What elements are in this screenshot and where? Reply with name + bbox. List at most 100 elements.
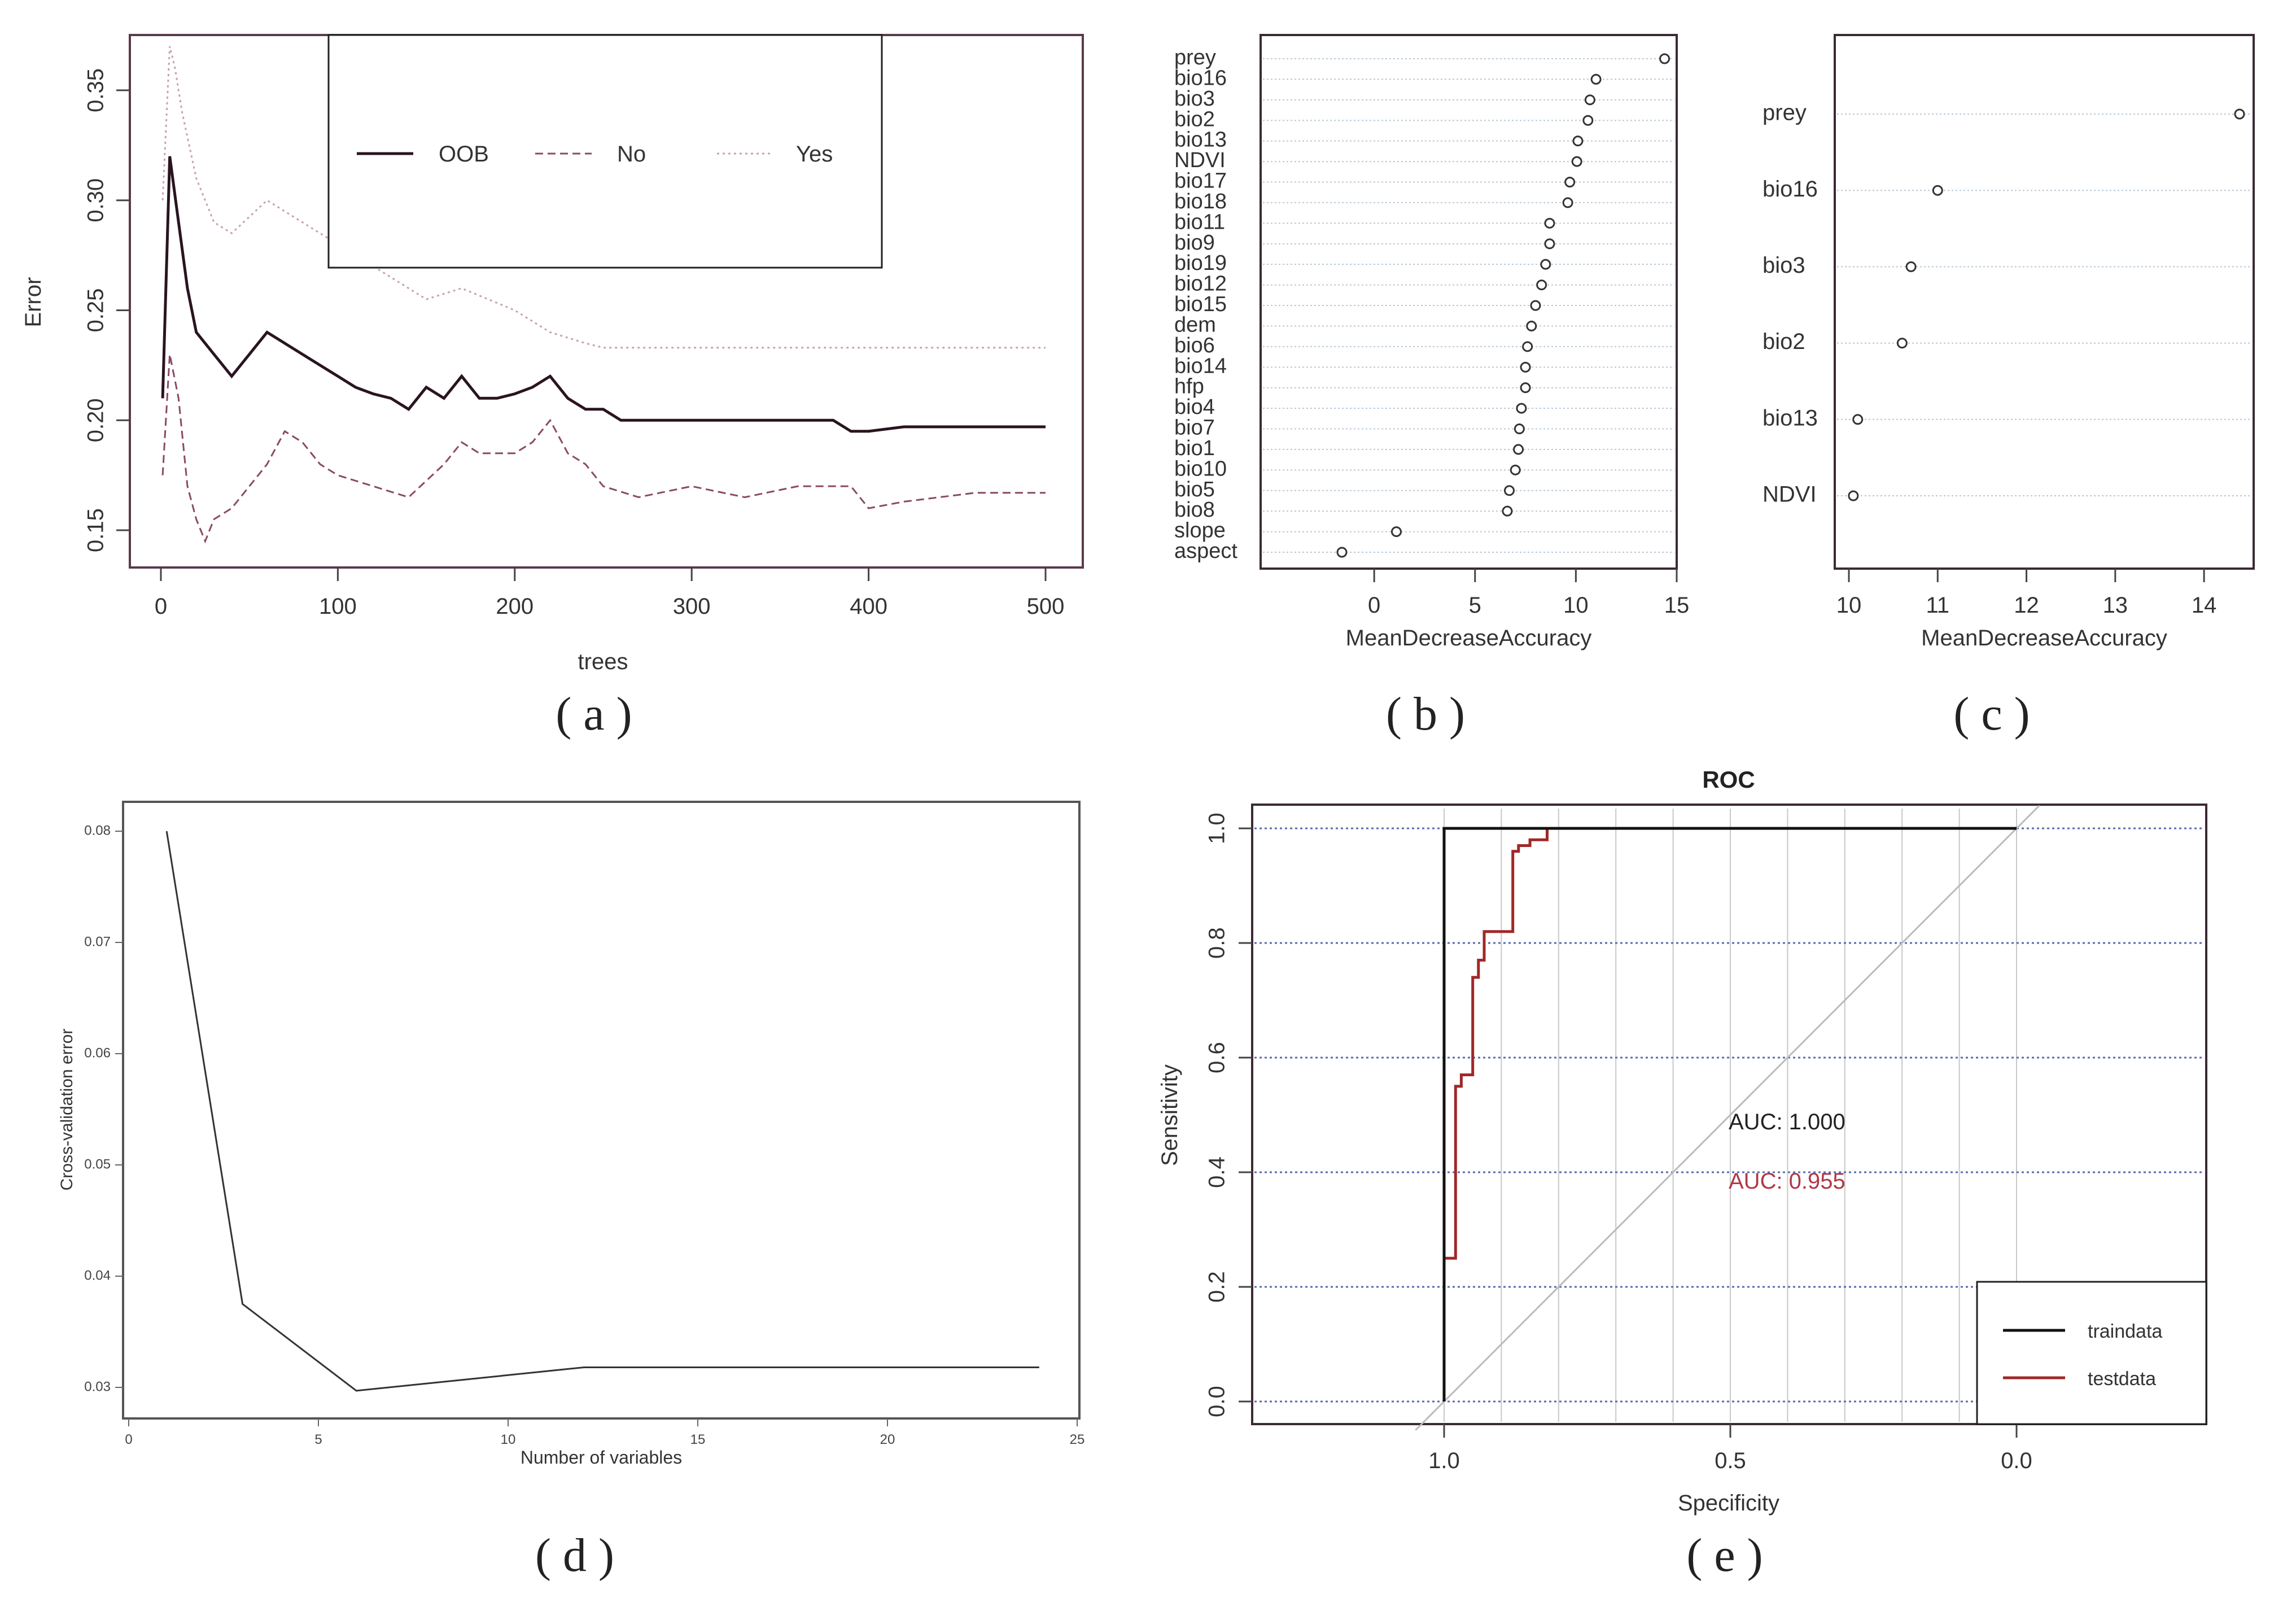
panel-label-a: ( a ) xyxy=(556,688,632,740)
series-line-yes xyxy=(161,46,1046,349)
category-label: dem xyxy=(1174,313,1216,337)
legend-box xyxy=(327,34,883,269)
importance-point xyxy=(1513,444,1524,455)
legend-label-yes: Yes xyxy=(796,142,833,167)
importance-point xyxy=(1522,341,1533,352)
y-tick-label: 1.0 xyxy=(1205,813,1230,844)
importance-point xyxy=(1852,414,1864,425)
y-tick-label: 0.05 xyxy=(84,1156,111,1172)
panel-d-cv-error: 0 5 10 15 20 25 0.03 0.04 0.05 0.06 0.07 0.08 Number… xyxy=(58,801,1085,1468)
panel-label-d: ( d ) xyxy=(535,1529,614,1582)
x-tick-label: 13 xyxy=(2103,593,2128,618)
category-label: prey xyxy=(1174,46,1216,69)
x-axis-label: Number of variables xyxy=(521,1447,682,1468)
category-label: bio11 xyxy=(1174,210,1225,234)
importance-point xyxy=(1390,526,1402,538)
y-tick-label: 0.15 xyxy=(84,508,108,552)
category-label: NDVI xyxy=(1763,482,1817,507)
legend-label-oob: OOB xyxy=(439,142,489,167)
chart-title: ROC xyxy=(1702,766,1755,793)
importance-point xyxy=(1336,547,1348,558)
y-tick-label: 0.06 xyxy=(84,1045,111,1060)
panel-b-importance-all: preybio16bio3bio2bio13NDVIbio17bio18bio1… xyxy=(1174,34,1690,650)
x-tick-label: 14 xyxy=(2192,593,2217,618)
category-label: bio3 xyxy=(1763,253,1805,278)
category-label: bio12 xyxy=(1174,272,1227,296)
y-axis-label: Sensitivity xyxy=(1157,1064,1182,1166)
x-tick-label: 25 xyxy=(1070,1432,1085,1447)
category-label: bio6 xyxy=(1174,334,1215,357)
x-tick-label: 10 xyxy=(501,1432,516,1447)
panel-a-oob-error: 0 100 200 300 400 500 0.15 0.20 0.25 0.30 0.35 tree… xyxy=(21,34,1084,674)
y-tick-label: 0.0 xyxy=(1205,1386,1230,1417)
auc-test-label: AUC: 0.955 xyxy=(1729,1169,1845,1194)
category-label: NDVI xyxy=(1174,149,1226,172)
legend-label-traindata: traindata xyxy=(2088,1321,2162,1342)
category-label: bio9 xyxy=(1174,231,1215,255)
importance-point xyxy=(1571,156,1582,167)
x-tick-label: 5 xyxy=(314,1432,322,1447)
importance-point xyxy=(1536,280,1547,291)
category-label: bio19 xyxy=(1174,251,1227,275)
legend-label-no: No xyxy=(617,142,646,167)
importance-point xyxy=(1520,361,1531,373)
x-tick-label: 0 xyxy=(125,1432,132,1447)
importance-point xyxy=(1572,136,1584,147)
category-label: bio16 xyxy=(1763,177,1818,202)
y-tick-label: 0.04 xyxy=(84,1268,111,1283)
panel-e-roc: 1.0 0.5 0.0 0.0 0.2 0.4 0.6 0.8 1.0 ROC Specificit… xyxy=(1157,766,2207,1516)
importance-point xyxy=(1905,261,1917,272)
cv-error-line xyxy=(165,831,1039,1392)
x-tick-label: 0.5 xyxy=(1715,1448,1746,1473)
category-label: bio16 xyxy=(1174,66,1227,90)
y-tick-label: 0.03 xyxy=(84,1379,111,1394)
plot-frame xyxy=(1251,804,2207,1425)
plot-frame xyxy=(1834,34,2255,570)
y-tick-label: 0.08 xyxy=(84,823,111,838)
y-tick-label: 0.30 xyxy=(84,178,108,222)
x-axis-label: trees xyxy=(578,649,628,674)
importance-point xyxy=(1932,185,1943,196)
importance-point xyxy=(1562,197,1573,208)
x-tick-label: 11 xyxy=(1926,593,1950,618)
category-label: bio5 xyxy=(1174,478,1215,501)
category-label: bio2 xyxy=(1763,329,1805,354)
category-label: bio18 xyxy=(1174,190,1227,213)
x-tick-label: 20 xyxy=(880,1432,895,1447)
y-tick-label: 0.8 xyxy=(1205,927,1230,959)
legend: traindata testdata xyxy=(1976,1281,2207,1425)
x-tick-label: 1.0 xyxy=(1428,1448,1460,1473)
y-tick-label: 0.4 xyxy=(1205,1156,1230,1188)
category-label: slope xyxy=(1174,519,1226,543)
category-label: bio2 xyxy=(1174,107,1215,131)
y-tick-label: 0.25 xyxy=(84,289,108,333)
plot-frame xyxy=(122,801,1081,1420)
category-label: hfp xyxy=(1174,375,1204,399)
importance-point xyxy=(1582,115,1594,126)
roc-curve-traindata xyxy=(1442,827,2017,1402)
importance-point xyxy=(1544,217,1555,229)
panel-c-importance-top: prey bio16 bio3 bio2 bio13 NDVI 10 11 12 13 14 Mean… xyxy=(1763,34,2255,650)
x-tick-label: 10 xyxy=(1563,593,1589,618)
legend-label-testdata: testdata xyxy=(2088,1368,2156,1390)
importance-point xyxy=(1564,177,1576,187)
y-tick-label: 0.35 xyxy=(84,68,108,112)
importance-point xyxy=(1516,403,1527,414)
category-label: bio1 xyxy=(1174,436,1215,460)
importance-point xyxy=(1530,300,1541,311)
importance-point xyxy=(1520,382,1531,394)
panel-label-c: ( c ) xyxy=(1953,688,2030,740)
x-axis-label: Specificity xyxy=(1678,1491,1779,1516)
category-label: bio14 xyxy=(1174,354,1227,378)
x-tick-label: 15 xyxy=(690,1432,706,1447)
category-label: bio17 xyxy=(1174,169,1227,193)
x-tick-label: 0 xyxy=(1368,593,1380,618)
x-tick-label: 0.0 xyxy=(2001,1448,2032,1473)
x-tick-label: 400 xyxy=(850,594,887,619)
x-tick-label: 15 xyxy=(1664,593,1690,618)
x-axis-label: MeanDecreaseAccuracy xyxy=(1921,626,2167,650)
panel-label-b: ( b ) xyxy=(1386,688,1465,740)
y-axis-label: Error xyxy=(21,277,46,328)
y-tick-label: 0.6 xyxy=(1205,1042,1230,1073)
category-label: bio10 xyxy=(1174,457,1227,481)
